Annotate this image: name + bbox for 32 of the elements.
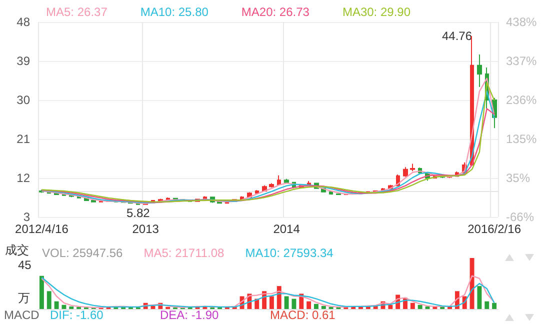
y2-tick-label: 236% [506,93,538,108]
x-tick-label: 2013 [132,222,160,236]
y2-tick-label: 35% [506,170,530,185]
text: MA10: 25.80 [140,5,209,19]
y-tick-label: 3 [23,210,30,224]
annotation: 44.76 [442,29,472,44]
text: MA5: 26.37 [46,5,108,19]
y-tick-label: 30 [16,93,30,107]
y-tick-label: 12 [16,171,30,185]
chart-title: 成交 [5,243,29,257]
text: MA5: 21711.08 [144,246,225,260]
text: MA30: 29.90 [342,5,411,19]
y-tick-label: 39 [16,54,30,68]
x-tick-label: 2012/4/16 [15,222,69,236]
x-tick-label: 2016/2/16 [468,222,522,236]
series-label: VOL: 25947.56 [42,246,124,260]
annotation: DEA: -1.90 [160,308,220,322]
text: MA20: 26.73 [241,5,310,19]
y2-tick-label: 135% [506,132,538,146]
y-tick-label: 48 [16,15,30,29]
y2-tick-label: 438% [506,15,538,29]
y2-tick-label: 337% [506,54,538,68]
annotation: MACD: 0.61 [270,308,336,322]
text: MACD [4,308,40,322]
y-tick-label: 21 [16,132,30,146]
annotation: DIF: -1.60 [50,308,104,322]
annotation: 5.82 [126,206,150,220]
x-tick-label: 2014 [273,222,300,236]
y2-tick-label: -66% [506,210,534,224]
text: MA10: 27593.34 [245,246,334,260]
text: 45 [18,258,32,272]
text: 万 [18,291,30,305]
